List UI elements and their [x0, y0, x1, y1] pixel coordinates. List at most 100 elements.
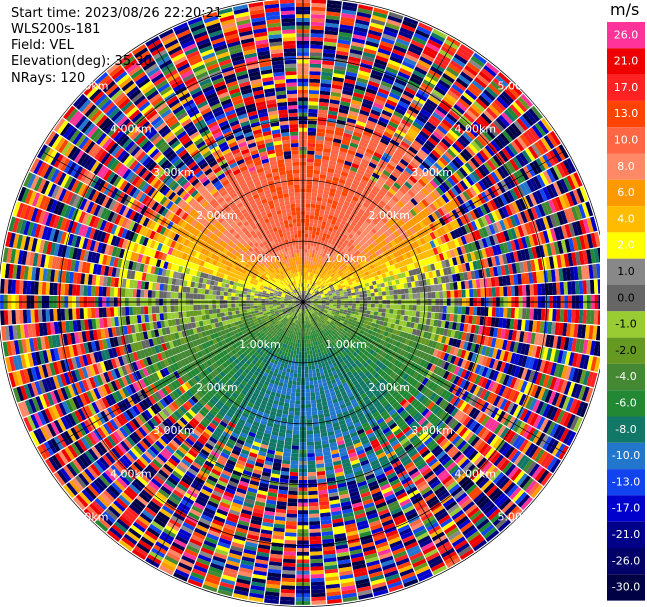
gate [330, 149, 339, 155]
gate [544, 308, 550, 321]
gate [326, 218, 332, 224]
gate [395, 179, 404, 187]
gate [430, 134, 441, 144]
gate [317, 220, 323, 225]
gate [340, 101, 351, 107]
gate [307, 293, 311, 297]
gate [310, 40, 323, 46]
gate [574, 309, 580, 324]
gate [328, 195, 334, 201]
gate [401, 93, 413, 103]
gate [339, 223, 345, 229]
gate [350, 230, 356, 236]
gate [306, 169, 314, 174]
gate [315, 368, 320, 373]
gate [306, 287, 309, 292]
gate [556, 309, 561, 322]
gate [390, 88, 402, 97]
gate [370, 189, 378, 196]
gate [310, 241, 314, 247]
gate [397, 200, 405, 208]
gate [363, 95, 375, 102]
gate [358, 312, 363, 316]
gate [303, 294, 306, 299]
gate [365, 208, 372, 215]
gate [334, 61, 347, 68]
gate [379, 200, 387, 207]
gate [491, 307, 497, 317]
gate [348, 224, 355, 231]
gate [369, 314, 374, 319]
gate [351, 295, 356, 298]
gate [420, 146, 431, 155]
gate [446, 132, 457, 143]
gate [365, 218, 372, 225]
gate [503, 286, 508, 297]
gate [308, 502, 319, 507]
gate [470, 103, 483, 115]
gate [305, 207, 311, 212]
gate [311, 410, 318, 416]
gate [305, 296, 309, 300]
gate [340, 143, 349, 150]
gate [490, 80, 504, 93]
gate [438, 79, 451, 90]
gate [311, 2, 326, 8]
gate [399, 197, 408, 206]
gate [309, 82, 320, 87]
gate [442, 96, 455, 107]
gate [314, 270, 318, 275]
gate [420, 175, 430, 185]
gate [514, 285, 519, 296]
gate [370, 292, 375, 297]
gate [414, 136, 425, 146]
gate [305, 291, 308, 295]
gate [369, 25, 384, 34]
gate [303, 267, 306, 272]
gate [381, 308, 387, 313]
gate [324, 254, 329, 259]
gate [303, 271, 306, 276]
gate [305, 199, 311, 204]
gate [306, 158, 314, 163]
gate [399, 208, 407, 216]
gate [374, 215, 381, 223]
gate [306, 411, 312, 416]
ray [303, 0, 327, 302]
gate [308, 280, 311, 285]
gate [457, 306, 462, 315]
gate [404, 192, 413, 201]
gate [333, 173, 341, 179]
gate [339, 24, 354, 30]
gate [353, 26, 368, 33]
gate [359, 297, 364, 301]
gate [416, 305, 421, 311]
gate [372, 218, 379, 225]
gate [402, 60, 415, 70]
gate [454, 306, 459, 314]
gate [453, 104, 465, 115]
gate [504, 88, 517, 101]
gate [309, 528, 321, 533]
gate [444, 151, 454, 161]
gate [367, 205, 375, 212]
gate [510, 307, 515, 319]
gate [337, 39, 351, 45]
gate [408, 305, 413, 311]
gate [350, 103, 361, 110]
gate [306, 407, 312, 412]
gate [326, 264, 331, 269]
gate [306, 426, 313, 431]
gate [369, 237, 375, 243]
gate [431, 164, 441, 174]
gate [319, 243, 324, 249]
gate [326, 11, 341, 17]
gate [337, 154, 346, 161]
gate [485, 62, 500, 75]
gate [387, 15, 403, 24]
gate [307, 283, 310, 288]
gate [421, 161, 431, 170]
gate [315, 284, 319, 289]
gate [348, 190, 355, 196]
gate [344, 296, 349, 299]
